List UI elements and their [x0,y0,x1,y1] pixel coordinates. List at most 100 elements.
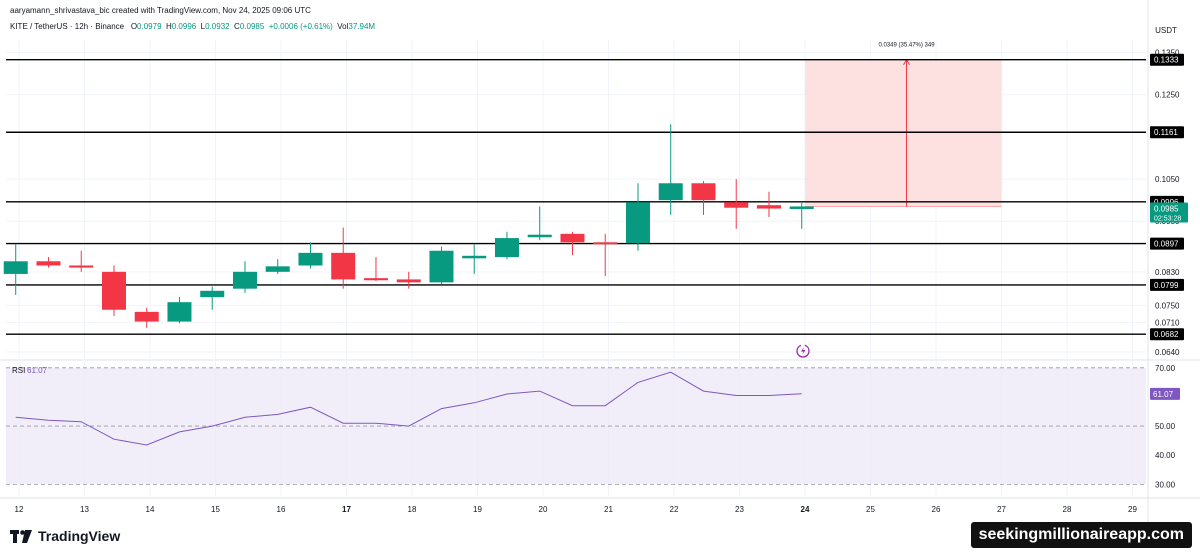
rsi-value-label: 61.07 [27,366,48,375]
time-tick-label: 25 [866,505,875,514]
candle-body [396,279,421,283]
rsi-line [15,371,802,446]
time-tick-label: 15 [211,505,220,514]
open-value: 0.0979 [137,22,162,31]
candle-body [331,252,356,280]
level-label-box [1150,53,1184,66]
candle-body [756,205,781,209]
time-tick-label: 17 [342,505,351,514]
change-value: +0.0006 (+0.61%) [268,22,333,31]
price-tick-label: 0.1250 [1155,91,1180,100]
level-label: 0.1161 [1154,128,1178,137]
symbol-name[interactable]: KITE / TetherUS · 12h · Binance [10,22,125,31]
candle-body [625,202,650,244]
time-tick-label: 28 [1063,505,1072,514]
candle-body [101,271,126,310]
watermark-badge: seekingmillionaireapp.com [970,522,1192,548]
last-price-box [1150,202,1188,223]
volume-label: Vol [337,22,349,31]
last-price-label: 0.0985 [1154,204,1179,213]
candle-body [167,302,192,322]
tradingview-logo-text: TradingView [38,528,121,544]
low-label: L [200,22,206,31]
time-tick-label: 21 [604,505,613,514]
candle-body [462,255,487,259]
level-label: 0.0996 [1154,198,1179,207]
rsi-indicator [15,371,802,446]
level-label-box [1150,237,1184,250]
candle-body [3,261,28,274]
candle-body [724,202,749,208]
time-tick-label: 26 [932,505,941,514]
rsi-tick-label: 40.00 [1155,451,1176,460]
rsi-tick-label: 50.00 [1155,422,1176,431]
alert-icon[interactable] [796,344,810,358]
high-value: 0.0996 [171,22,197,31]
horizontal-levels [6,59,1146,335]
price-tick-label: 0.0750 [1155,302,1180,311]
time-tick-label: 27 [997,505,1006,514]
volume-value: 37.94M [348,22,376,31]
candle-body [200,290,225,298]
projection-label: 0.0349 (35.47%) 349 [879,43,936,49]
high-label: H [165,22,172,31]
price-chart[interactable]: 0.0349 (35.47%) 349 0.1350 0.1250 0.1050 0.… [0,0,1200,522]
price-tick-label: 0.0710 [1155,318,1180,327]
candle-body [265,266,290,272]
candle-body [658,183,683,201]
candle-body [69,265,94,268]
candle-body [429,250,454,283]
level-label-box [1150,278,1184,291]
candle-body [691,183,716,201]
level-label-box [1150,126,1184,139]
time-tick-label: 12 [15,505,24,514]
time-axis: 12 13 14 15 16 17 18 19 20 21 22 23 24 25 26 27 28 29 [15,505,1138,514]
price-tick-label: 0.1050 [1155,175,1180,184]
projection-box [805,59,1002,207]
candlesticks [3,124,814,328]
symbol-ohlc-legend: KITE / TetherUS · 12h · Binance O0.0979 … [10,22,375,31]
time-tick-label: 14 [146,505,155,514]
price-axis: 0.13500.12500.10500.09500.08300.07500.07… [1150,49,1188,489]
candle-body [363,278,388,281]
rsi-tick-label: 70.00 [1155,364,1176,373]
time-tick-label: 23 [735,505,744,514]
close-label: C [234,22,240,31]
time-tick-label: 29 [1128,505,1137,514]
price-tick-label: 0.1350 [1155,49,1180,58]
rsi-label: RSI [12,366,25,375]
candle-body [36,261,61,266]
open-label: O [130,22,138,31]
time-tick-label: 18 [408,505,417,514]
candle-body [527,234,552,238]
rsi-value-box [1150,387,1180,400]
level-label: 0.0799 [1154,281,1179,290]
time-tick-label: 19 [473,505,482,514]
rsi-axis-value: 61.07 [1153,390,1174,399]
close-value: 0.0985 [239,22,265,31]
currency-label[interactable]: USDT [1155,26,1177,35]
level-label: 0.0897 [1154,240,1179,249]
time-tick-label: 22 [670,505,679,514]
level-label: 0.0682 [1154,330,1179,339]
tradingview-icon [10,529,32,543]
candle-body [298,252,323,266]
time-tick-label: 16 [277,505,286,514]
last-price-countdown: 02:53:28 [1154,215,1181,222]
rsi-tick-label: 30.00 [1155,480,1176,489]
candle-body [560,233,585,243]
tradingview-logo[interactable]: TradingView [10,528,120,544]
chart-creator-caption: aaryamann_shrivastava_bic created with T… [10,6,311,15]
level-label: 0.1333 [1154,56,1179,65]
price-tick-label: 0.0830 [1155,268,1180,277]
candle-body [232,271,257,289]
low-value: 0.0932 [205,22,230,31]
level-label-box [1150,328,1184,341]
candle-body [494,238,519,258]
rsi-background [6,367,1146,485]
time-tick-label: 20 [539,505,548,514]
time-tick-label: 24 [801,505,810,514]
candle-body [789,206,814,209]
price-tick-label: 0.0640 [1155,348,1180,357]
time-tick-label: 13 [80,505,89,514]
